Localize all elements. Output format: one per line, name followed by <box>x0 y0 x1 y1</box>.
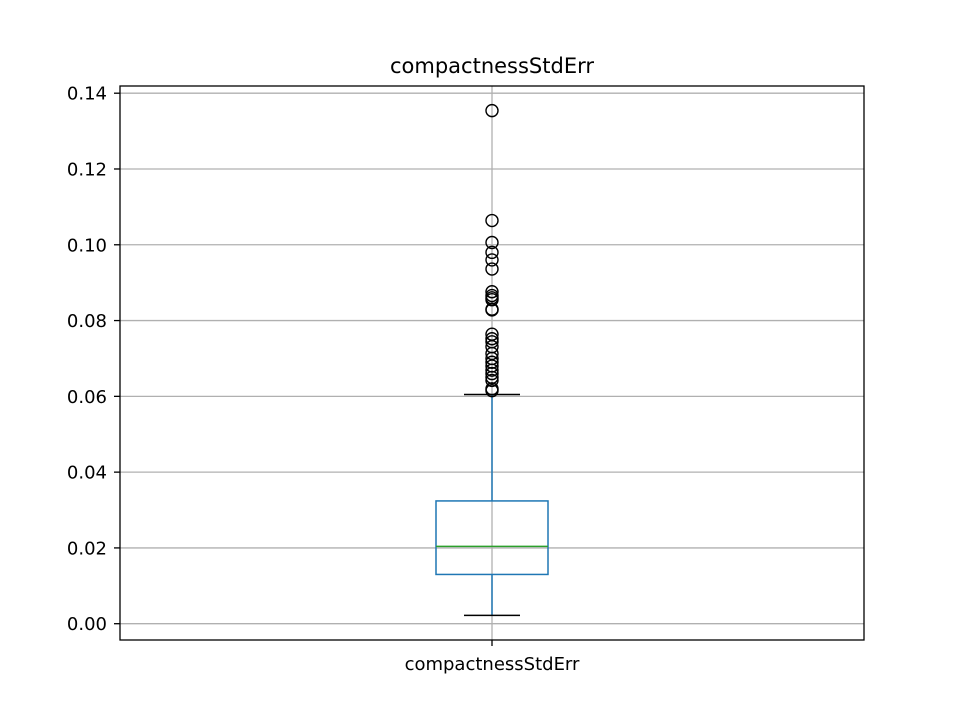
y-tick-label: 0.04 <box>67 463 107 484</box>
outlier-point <box>485 332 499 346</box>
grid-lines <box>120 86 864 640</box>
outlier-point <box>485 303 499 317</box>
outlier-point <box>485 103 499 118</box>
chart-title: compactnessStdErr <box>390 54 594 78</box>
outlier-point <box>485 245 499 260</box>
y-tick-label: 0.00 <box>67 614 107 635</box>
outlier-point <box>485 373 499 388</box>
outlier-point <box>485 366 499 381</box>
outlier-points <box>485 103 499 398</box>
y-tick-label: 0.06 <box>67 387 107 408</box>
y-tick-label: 0.14 <box>67 84 107 105</box>
outlier-point <box>485 213 499 228</box>
outlier-point <box>485 235 499 250</box>
outlier-point <box>485 253 499 267</box>
y-axis-ticks: 0.00 0.02 0.04 0.06 0.08 0.10 0.12 0.14 <box>67 84 120 635</box>
x-tick-label: compactnessStdErr <box>405 654 580 675</box>
outlier-point <box>485 363 499 377</box>
y-tick-label: 0.02 <box>67 538 107 559</box>
outlier-point <box>485 285 499 299</box>
outlier-point <box>485 293 499 307</box>
y-tick-label: 0.08 <box>67 311 107 332</box>
y-tick-label: 0.12 <box>67 159 107 180</box>
outlier-point <box>485 262 499 276</box>
outlier-point <box>485 383 499 398</box>
x-axis-ticks: compactnessStdErr <box>405 640 580 675</box>
y-tick-label: 0.10 <box>67 235 107 256</box>
iqr-box <box>435 500 549 576</box>
